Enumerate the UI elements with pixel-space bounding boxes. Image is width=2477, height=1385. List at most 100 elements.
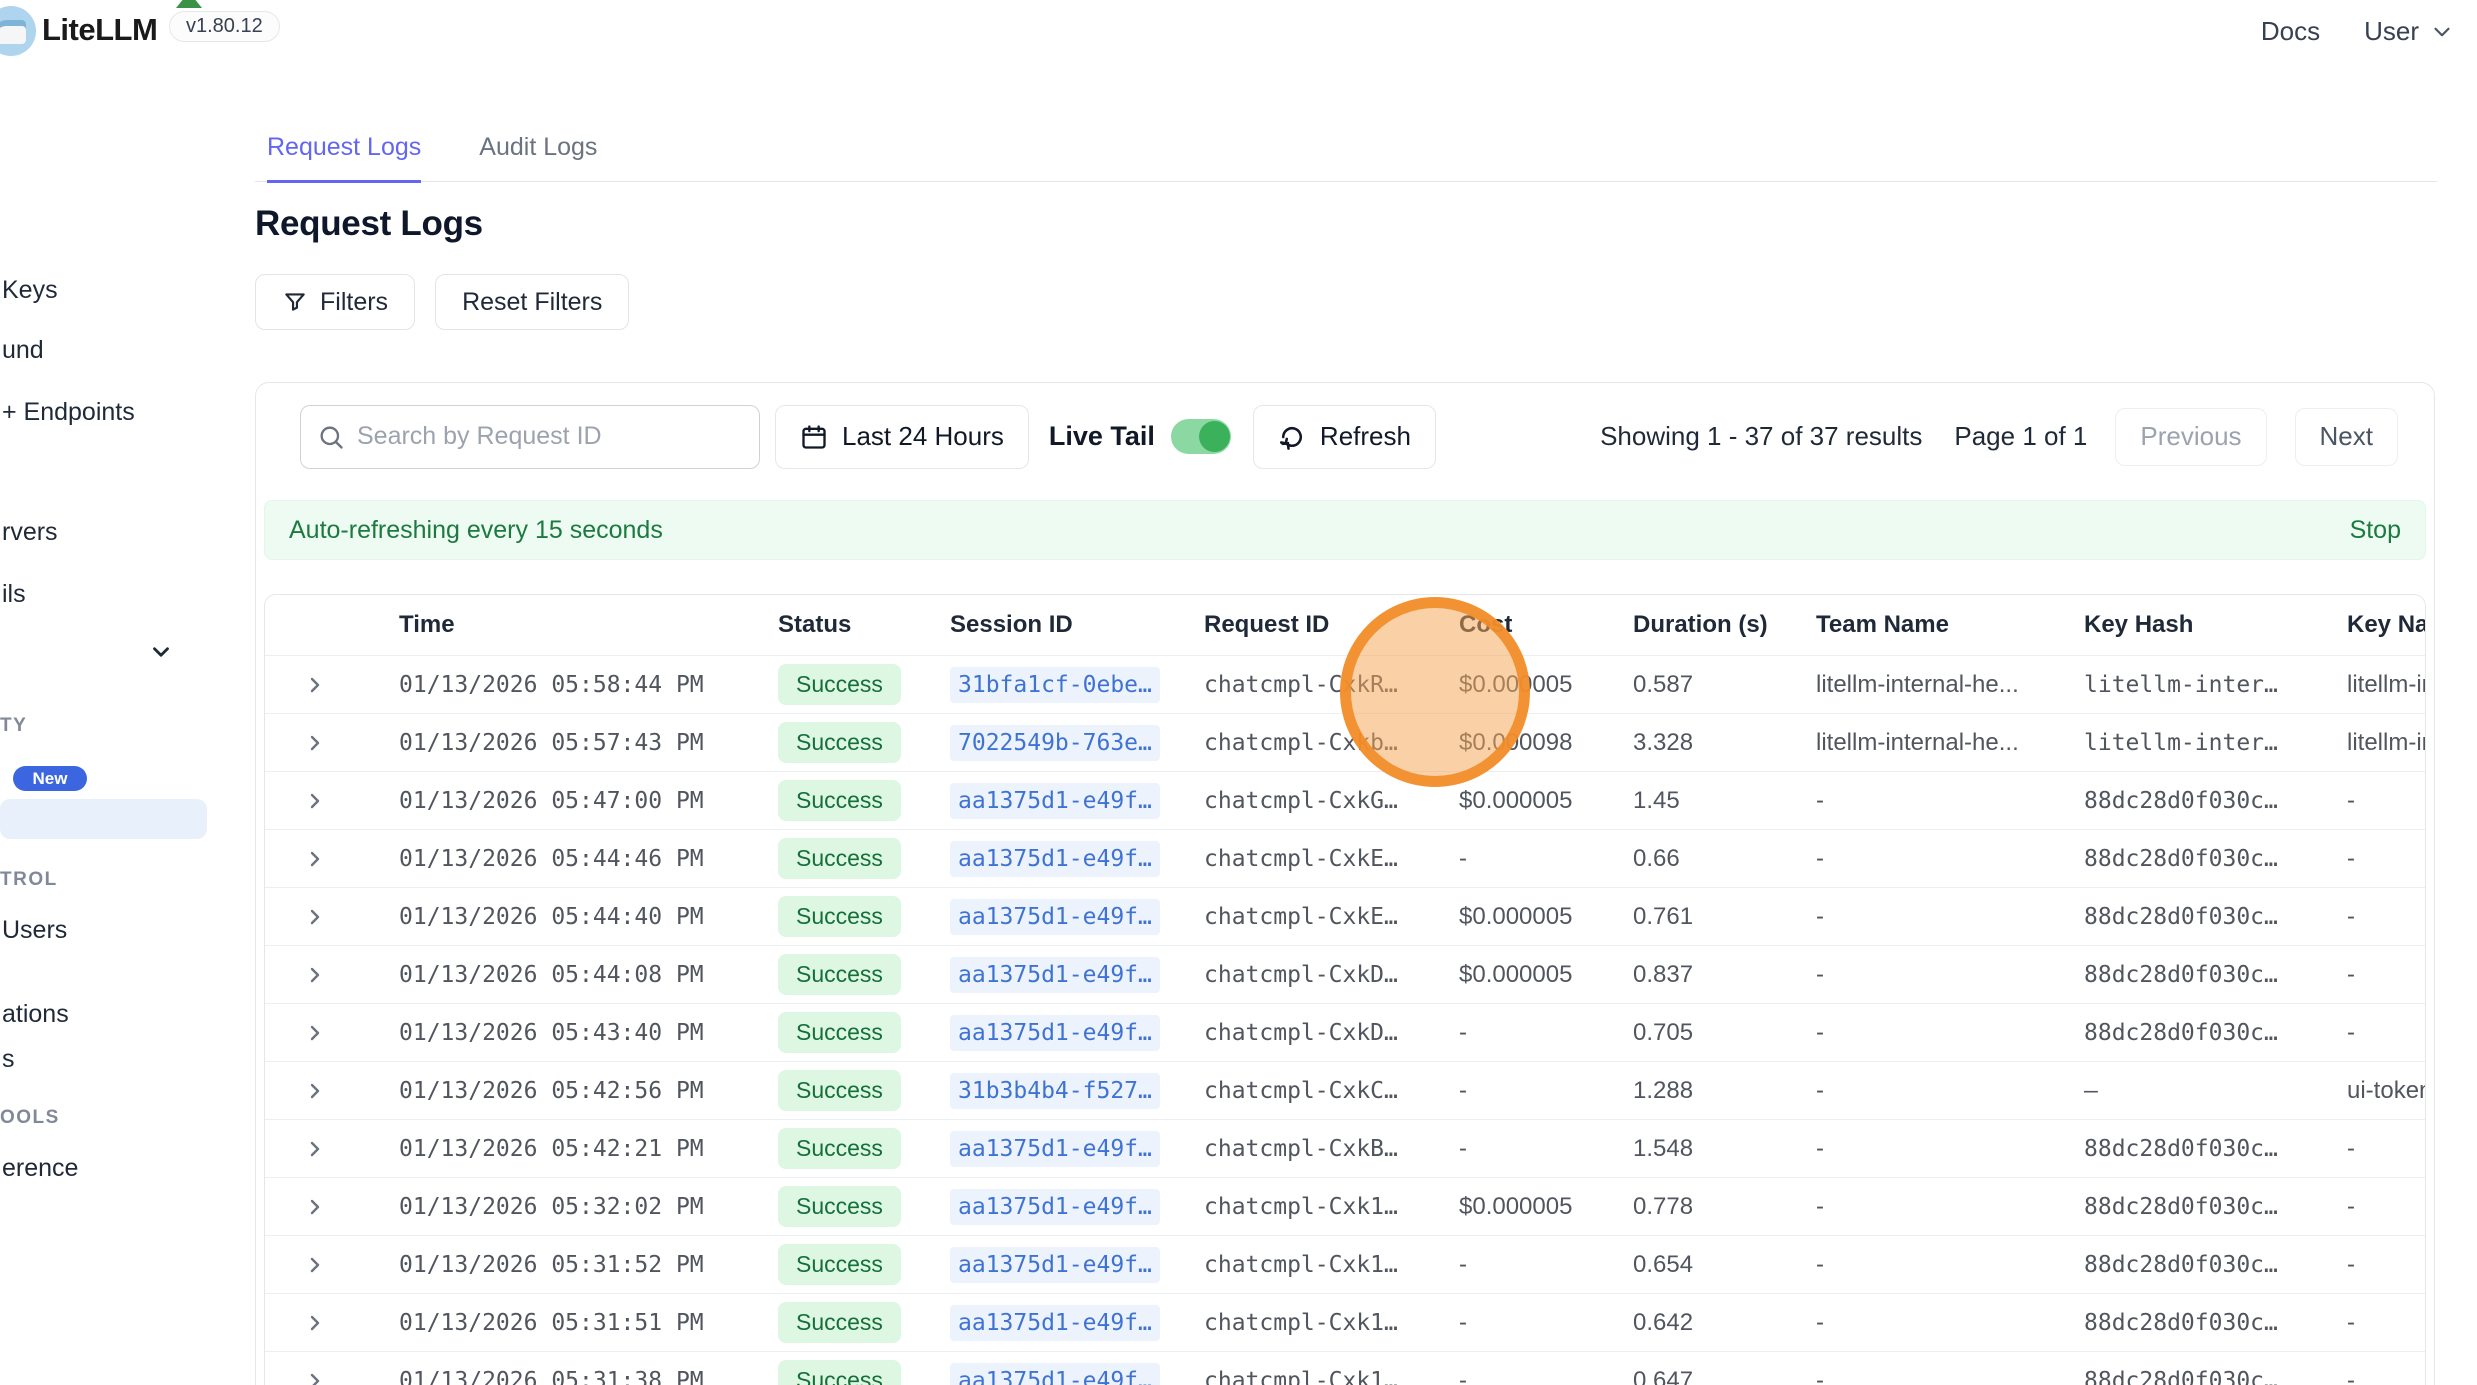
session-id-link[interactable]: aa1375d1-e49f… [950,1246,1160,1283]
cell-cost: $0.000005 [1459,670,1573,698]
calendar-icon [800,423,828,451]
session-id-link-cell: aa1375d1-e49f… [942,1188,1196,1225]
session-id-link[interactable]: aa1375d1-e49f… [950,1362,1160,1385]
request-logs-table: Time Status Session ID Request ID Cost Durati… [264,594,2426,1385]
expand-row-button[interactable] [265,1021,391,1045]
expand-row-button[interactable] [265,1253,391,1277]
session-id-link[interactable]: 31bfa1cf-0ebe… [950,666,1160,703]
cell-key-hash: 88dc28d0f030c… [2084,1309,2278,1336]
tab-request-logs[interactable]: Request Logs [267,133,422,183]
sidebar-item-selected[interactable] [0,799,207,839]
table-row: 01/13/2026 05:42:21 PM Success aa1375d1-e4… [265,1119,2425,1177]
cell-cost: - [1459,1366,1467,1385]
previous-page-button[interactable]: Previous [2115,407,2267,466]
column-header-team-name: Team Name [1816,611,1949,638]
cell-request-id: chatcmpl-CxkG… [1204,787,1398,814]
top-navbar: LiteLLM v1.80.12 Docs User [0,0,2477,63]
cell-key-hash: 88dc28d0f030c… [2084,845,2278,872]
sidebar-item-rvers[interactable]: rvers [2,518,58,546]
cell-key-hash: 88dc28d0f030c… [2084,903,2278,930]
auto-refresh-banner: Auto-refreshing every 15 seconds Stop [264,500,2426,560]
reset-filters-button[interactable]: Reset Filters [435,274,630,330]
cell-cost: $0.000098 [1459,728,1573,756]
stop-auto-refresh-link[interactable]: Stop [2349,515,2401,544]
sidebar-nav: Keys und + Endpoints rvers ils TY New TROL Users… [0,63,212,1385]
litellm-logo-icon [0,6,36,56]
cell-key-name: litellm-int [2347,728,2425,756]
expand-row-button[interactable] [265,1311,391,1335]
cell-cost: - [1459,1134,1467,1162]
cell-time: 01/13/2026 05:58:44 PM [399,671,704,698]
cell-team-name: - [1816,786,1824,814]
cell-key-name: - [2347,1134,2355,1162]
sidebar-item-keys[interactable]: Keys [2,276,58,304]
status-badge-cell: Success [770,1302,942,1343]
sidebar-collapse-chevron-icon[interactable] [148,639,174,665]
cell-cost: - [1459,1308,1467,1336]
cell-key-hash: 88dc28d0f030c… [2084,961,2278,988]
expand-row-button[interactable] [265,1195,391,1219]
cell-duration: 0.761 [1633,902,1694,930]
sidebar-item-s[interactable]: s [2,1045,15,1073]
sidebar-item-ils[interactable]: ils [2,580,26,608]
cell-team-name: - [1816,1018,1824,1046]
session-id-link[interactable]: aa1375d1-e49f… [950,898,1160,935]
session-id-link-cell: aa1375d1-e49f… [942,1362,1196,1385]
cell-team-name: litellm-internal-he... [1816,670,2019,698]
sidebar-item--endpoints[interactable]: + Endpoints [2,398,135,426]
filters-button[interactable]: Filters [255,274,416,330]
sidebar-item-users[interactable]: Users [2,916,68,944]
session-id-link-cell: aa1375d1-e49f… [942,1130,1196,1167]
session-id-link[interactable]: aa1375d1-e49f… [950,1014,1160,1051]
chevron-down-icon [2429,19,2455,45]
session-id-link[interactable]: 31b3b4b4-f527… [950,1072,1160,1109]
time-range-button[interactable]: Last 24 Hours [775,404,1029,469]
cell-duration: 0.778 [1633,1192,1694,1220]
status-badge-cell: Success [770,954,942,995]
expand-row-button[interactable] [265,1137,391,1161]
session-id-link[interactable]: aa1375d1-e49f… [950,782,1160,819]
expand-row-button[interactable] [265,731,391,755]
search-input[interactable] [357,422,743,451]
session-id-link[interactable]: aa1375d1-e49f… [950,1130,1160,1167]
session-id-link[interactable]: 7022549b-763e… [950,724,1160,761]
expand-row-button[interactable] [265,963,391,987]
sidebar-item-und[interactable]: und [2,336,44,364]
docs-link[interactable]: Docs [2260,16,2321,46]
cell-team-name: - [1816,1366,1824,1385]
cell-cost: $0.000005 [1459,902,1573,930]
cell-key-hash: 88dc28d0f030c… [2084,1019,2278,1046]
sidebar-item-ations[interactable]: ations [2,1000,69,1028]
live-tail-toggle[interactable] [1170,419,1231,454]
cell-duration: 0.654 [1633,1250,1694,1278]
expand-row-button[interactable] [265,789,391,813]
expand-row-button[interactable] [265,673,391,697]
cell-team-name: - [1816,1076,1824,1104]
expand-row-button[interactable] [265,1079,391,1103]
status-badge: Success [778,1302,901,1343]
refresh-button[interactable]: Refresh [1252,404,1436,469]
cell-key-hash: – [2084,1077,2098,1104]
sidebar-item-erence[interactable]: erence [2,1154,79,1182]
status-badge: Success [778,1070,901,1111]
expand-row-button[interactable] [265,1369,391,1385]
cell-key-name: - [2347,786,2355,814]
column-header-cost: Cost [1459,611,1513,638]
session-id-link[interactable]: aa1375d1-e49f… [950,956,1160,993]
next-page-button[interactable]: Next [2294,407,2398,466]
expand-row-button[interactable] [265,905,391,929]
expand-row-button[interactable] [265,847,391,871]
tab-audit-logs[interactable]: Audit Logs [479,133,598,161]
cell-key-name: - [2347,1192,2355,1220]
session-id-link[interactable]: aa1375d1-e49f… [950,1188,1160,1225]
cell-cost: - [1459,1250,1467,1278]
user-menu-label: User [2364,16,2419,46]
session-id-link[interactable]: aa1375d1-e49f… [950,1304,1160,1341]
session-id-link-cell: aa1375d1-e49f… [942,898,1196,935]
user-menu[interactable]: User [2364,16,2455,47]
table-header-row: Time Status Session ID Request ID Cost Durati… [265,595,2425,655]
session-id-link[interactable]: aa1375d1-e49f… [950,840,1160,877]
session-id-link-cell: 31bfa1cf-0ebe… [942,666,1196,703]
cell-request-id: chatcmpl-CxkR… [1204,671,1398,698]
